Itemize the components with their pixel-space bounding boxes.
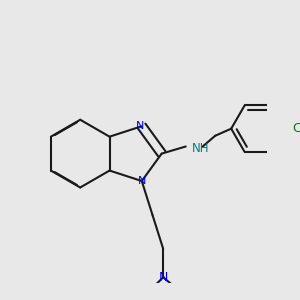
Text: NH: NH (192, 142, 209, 155)
Text: Cl: Cl (292, 122, 300, 135)
Text: N: N (136, 121, 144, 131)
Text: N: N (158, 271, 168, 284)
Text: N: N (138, 176, 146, 186)
